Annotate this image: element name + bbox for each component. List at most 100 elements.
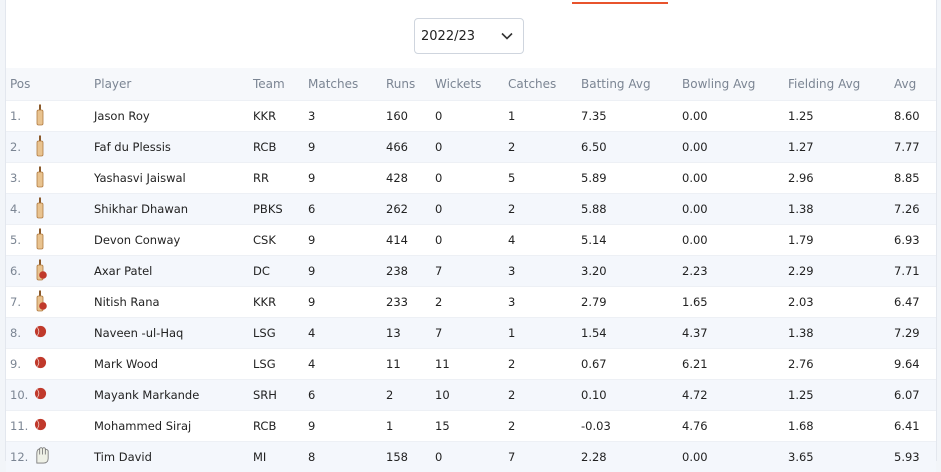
row-bowling-avg: 4.72 (682, 380, 788, 411)
row-fielding-avg: 1.25 (788, 101, 894, 132)
row-batting-avg: 5.14 (581, 225, 682, 256)
row-fielding-avg: 1.27 (788, 132, 894, 163)
table-row[interactable]: 10. Mayank Markande SRH 6 2 10 2 0.10 4.… (6, 380, 936, 411)
row-pos: 11. (6, 411, 34, 442)
row-catches: 1 (508, 101, 581, 132)
row-wickets: 0 (435, 163, 508, 194)
table-row[interactable]: 12. Tim David MI 8 158 0 7 2.28 0.00 3.6… (6, 442, 936, 472)
row-runs: 158 (386, 442, 435, 472)
row-bowling-avg: 0.00 (682, 194, 788, 225)
row-runs: 428 (386, 163, 435, 194)
row-avg: 7.26 (894, 194, 936, 225)
row-team: KKR (253, 101, 308, 132)
table-row[interactable]: 2. Faf du Plessis RCB 9 466 0 2 6.50 0.0… (6, 132, 936, 163)
row-fielding-avg: 2.03 (788, 287, 894, 318)
col-header-batting-avg[interactable]: Batting Avg (581, 68, 682, 101)
row-fielding-avg: 1.79 (788, 225, 894, 256)
row-catches: 2 (508, 380, 581, 411)
col-header-runs[interactable]: Runs (386, 68, 435, 101)
col-header-avg[interactable]: Avg (894, 68, 936, 101)
row-wickets: 0 (435, 101, 508, 132)
table-row[interactable]: 8. Naveen -ul-Haq LSG 4 13 7 1 1.54 4.37… (6, 318, 936, 349)
row-catches: 1 (508, 318, 581, 349)
season-select[interactable]: 2022/23 (414, 18, 524, 54)
row-matches: 6 (308, 380, 386, 411)
table-row[interactable]: 4. Shikhar Dhawan PBKS 6 262 0 2 5.88 0.… (6, 194, 936, 225)
bat-icon (34, 228, 46, 253)
col-header-wickets[interactable]: Wickets (435, 68, 508, 101)
row-avg: 7.29 (894, 318, 936, 349)
row-bowling-avg: 0.00 (682, 101, 788, 132)
table-row[interactable]: 1. Jason Roy KKR 3 160 0 1 7.35 0.00 1.2… (6, 101, 936, 132)
row-bowling-avg: 0.00 (682, 442, 788, 472)
row-bowling-avg: 0.00 (682, 132, 788, 163)
row-batting-avg: 6.50 (581, 132, 682, 163)
row-player[interactable]: Shikhar Dhawan (94, 194, 253, 225)
table-row[interactable]: 3. Yashasvi Jaiswal RR 9 428 0 5 5.89 0.… (6, 163, 936, 194)
row-pos: 7. (6, 287, 34, 318)
row-matches: 9 (308, 256, 386, 287)
row-player[interactable]: Nitish Rana (94, 287, 253, 318)
row-player[interactable]: Devon Conway (94, 225, 253, 256)
table-row[interactable]: 5. Devon Conway CSK 9 414 0 4 5.14 0.00 … (6, 225, 936, 256)
table-row[interactable]: 9. Mark Wood LSG 4 11 11 2 0.67 6.21 2.7… (6, 349, 936, 380)
row-avg: 6.47 (894, 287, 936, 318)
row-pos: 9. (6, 349, 34, 380)
row-team: PBKS (253, 194, 308, 225)
row-batting-avg: 5.89 (581, 163, 682, 194)
row-runs: 466 (386, 132, 435, 163)
col-header-fielding-avg[interactable]: Fielding Avg (788, 68, 894, 101)
row-pos: 12. (6, 442, 34, 472)
col-header-team[interactable]: Team (253, 68, 308, 101)
ball-icon (34, 356, 47, 372)
row-fielding-avg: 3.65 (788, 442, 894, 472)
glove-icon (34, 446, 51, 468)
row-team: KKR (253, 287, 308, 318)
col-header-player[interactable]: Player (94, 68, 253, 101)
table-row[interactable]: 11. Mohammed Siraj RCB 9 1 15 2 -0.03 4.… (6, 411, 936, 442)
row-catches: 2 (508, 132, 581, 163)
row-role (34, 442, 94, 472)
row-avg: 9.64 (894, 349, 936, 380)
ball-icon (34, 418, 47, 434)
row-batting-avg: 2.28 (581, 442, 682, 472)
row-runs: 13 (386, 318, 435, 349)
row-wickets: 2 (435, 287, 508, 318)
row-player[interactable]: Axar Patel (94, 256, 253, 287)
row-bowling-avg: 6.21 (682, 349, 788, 380)
row-pos: 3. (6, 163, 34, 194)
allrounder-icon (34, 259, 48, 284)
row-player[interactable]: Tim David (94, 442, 253, 472)
row-player[interactable]: Yashasvi Jaiswal (94, 163, 253, 194)
row-role (34, 163, 94, 194)
row-player[interactable]: Mark Wood (94, 349, 253, 380)
chevron-down-icon (501, 32, 513, 40)
col-header-matches[interactable]: Matches (308, 68, 386, 101)
row-player[interactable]: Jason Roy (94, 101, 253, 132)
row-bowling-avg: 1.65 (682, 287, 788, 318)
row-player[interactable]: Mohammed Siraj (94, 411, 253, 442)
row-player[interactable]: Faf du Plessis (94, 132, 253, 163)
row-fielding-avg: 1.38 (788, 194, 894, 225)
row-team: CSK (253, 225, 308, 256)
row-matches: 3 (308, 101, 386, 132)
row-pos: 2. (6, 132, 34, 163)
ball-icon (34, 387, 47, 403)
season-select-value: 2022/23 (421, 29, 501, 44)
table-row[interactable]: 6. Axar Patel DC 9 238 7 3 3.20 2.23 2.2… (6, 256, 936, 287)
row-player[interactable]: Naveen -ul-Haq (94, 318, 253, 349)
col-header-catches[interactable]: Catches (508, 68, 581, 101)
row-catches: 4 (508, 225, 581, 256)
row-wickets: 0 (435, 194, 508, 225)
row-player[interactable]: Mayank Markande (94, 380, 253, 411)
row-catches: 3 (508, 256, 581, 287)
col-header-role (34, 68, 94, 101)
col-header-bowling-avg[interactable]: Bowling Avg (682, 68, 788, 101)
table-row[interactable]: 7. Nitish Rana KKR 9 233 2 3 2.79 1.65 2… (6, 287, 936, 318)
row-role (34, 225, 94, 256)
row-fielding-avg: 2.76 (788, 349, 894, 380)
row-team: DC (253, 256, 308, 287)
row-fielding-avg: 1.38 (788, 318, 894, 349)
col-header-pos[interactable]: Pos (6, 68, 34, 101)
row-runs: 414 (386, 225, 435, 256)
